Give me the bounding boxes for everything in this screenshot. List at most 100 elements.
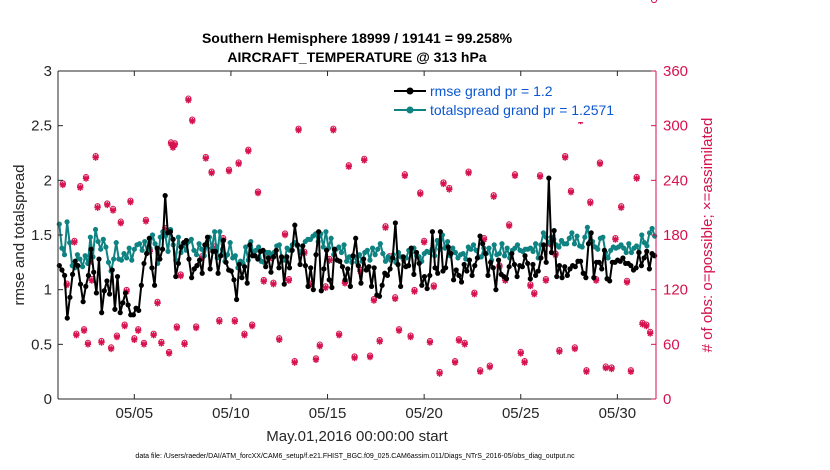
totalspread-point [126, 245, 132, 251]
plot-area [58, 71, 656, 399]
totalspread-point [579, 244, 585, 250]
obs-assimilated-marker [285, 277, 293, 284]
obs-assimilated-marker [420, 239, 428, 246]
rmse-point [85, 272, 92, 279]
totalspread-point [74, 252, 81, 258]
rmse-point [347, 283, 353, 289]
rmse-point [519, 264, 525, 270]
totalspread-point [468, 246, 474, 252]
totalspread-point [193, 252, 200, 258]
rmse-point [472, 263, 478, 269]
rmse-point [271, 254, 277, 260]
totalspread-point [92, 226, 99, 233]
obs-assimilated-marker [117, 219, 124, 227]
obs-assimilated-marker [411, 288, 418, 295]
rmse-point [546, 175, 552, 181]
rmse-point [91, 269, 97, 275]
totalspread-point [639, 232, 645, 238]
rmse-point [112, 306, 118, 312]
obs-assimilated-marker [134, 327, 142, 334]
rmse-point [83, 283, 89, 289]
rmse-point [141, 260, 147, 267]
rmse-point [144, 250, 150, 257]
x-tick-label: 05/15 [309, 405, 347, 422]
rmse-point [437, 229, 443, 235]
rmse-point [136, 307, 142, 314]
obs-assimilated-marker [177, 272, 184, 280]
rmse-point [337, 258, 343, 264]
obs-assimilated-marker [154, 300, 161, 307]
rmse-point [151, 282, 158, 288]
obs-assimilated-marker [440, 180, 447, 188]
rmse-point [408, 245, 414, 251]
rmse-point [585, 241, 592, 247]
rmse-point [554, 273, 560, 280]
obs-assimilated-marker [276, 336, 283, 343]
obs-assimilated-marker [602, 364, 609, 372]
obs-assimilated-marker [312, 356, 320, 364]
rmse-point [413, 249, 420, 256]
obs-assimilated-marker [84, 341, 92, 348]
rmse-point [474, 255, 480, 261]
rmse-point [421, 273, 428, 280]
obs-assimilated-marker [248, 322, 256, 330]
obs-assimilated-marker [260, 278, 267, 285]
rmse-point [601, 247, 608, 253]
rmse-point [480, 241, 486, 247]
rmse-point [77, 281, 84, 287]
rmse-point [289, 247, 295, 253]
rmse-point [644, 248, 650, 254]
obs-assimilated-marker [216, 318, 223, 325]
rmse-line [58, 177, 656, 320]
totalspread-point [59, 245, 65, 251]
y-tick-label: 1.5 [31, 227, 52, 244]
rmse-point [189, 275, 195, 281]
rmse-point [443, 265, 449, 271]
obs-assimilated-marker [561, 154, 569, 161]
obs-assimilated-marker [63, 281, 70, 289]
rmse-point [212, 248, 219, 254]
totalspread-point [341, 242, 347, 248]
obs-assimilated-marker [208, 169, 215, 177]
rmse-point [80, 299, 86, 305]
rmse-point [530, 261, 536, 268]
totalspread-point [445, 238, 451, 245]
obs-assimilated-marker [511, 172, 519, 179]
legend-box [388, 78, 650, 122]
rmse-point [456, 272, 462, 279]
rmse-point [638, 263, 645, 269]
totalspread-point [628, 249, 635, 256]
legend-rmse-label: rmse grand pr = 1.2 [430, 83, 553, 99]
rmse-point [636, 249, 642, 256]
obs-assimilated-marker [231, 318, 238, 325]
x-axis-label: May.01,2016 00:00:00 start [266, 428, 448, 445]
y-tick-label: 1 [44, 282, 52, 299]
totalspread-point [105, 259, 112, 265]
rmse-point [273, 247, 279, 253]
rmse-point [88, 246, 94, 252]
totalspread-point [470, 242, 477, 248]
obs-assimilated-marker [465, 169, 472, 177]
y2-tick-label: 120 [663, 282, 688, 299]
rmse-point [533, 272, 539, 279]
totalspread-point [434, 237, 440, 244]
totalspread-point [649, 225, 655, 232]
obs-assimilated-marker [455, 337, 463, 344]
totalspread-point [574, 233, 580, 239]
totalspread-point [328, 235, 334, 241]
obs-assimilated-marker [104, 201, 111, 209]
totalspread-point [626, 241, 632, 247]
rmse-point [450, 277, 457, 283]
obs-assimilated-marker [235, 160, 242, 168]
rmse-point [284, 254, 290, 260]
obs-assimilated-marker [131, 336, 138, 343]
totalspread-point [382, 258, 389, 264]
obs-assimilated-marker [73, 332, 80, 339]
totalspread-point [623, 249, 629, 256]
rmse-point [540, 242, 547, 248]
rmse-point [202, 242, 208, 248]
totalspread-point [129, 257, 135, 263]
totalspread-point [584, 224, 590, 230]
obs-assimilated-marker [295, 127, 302, 134]
rmse-point [453, 267, 459, 273]
